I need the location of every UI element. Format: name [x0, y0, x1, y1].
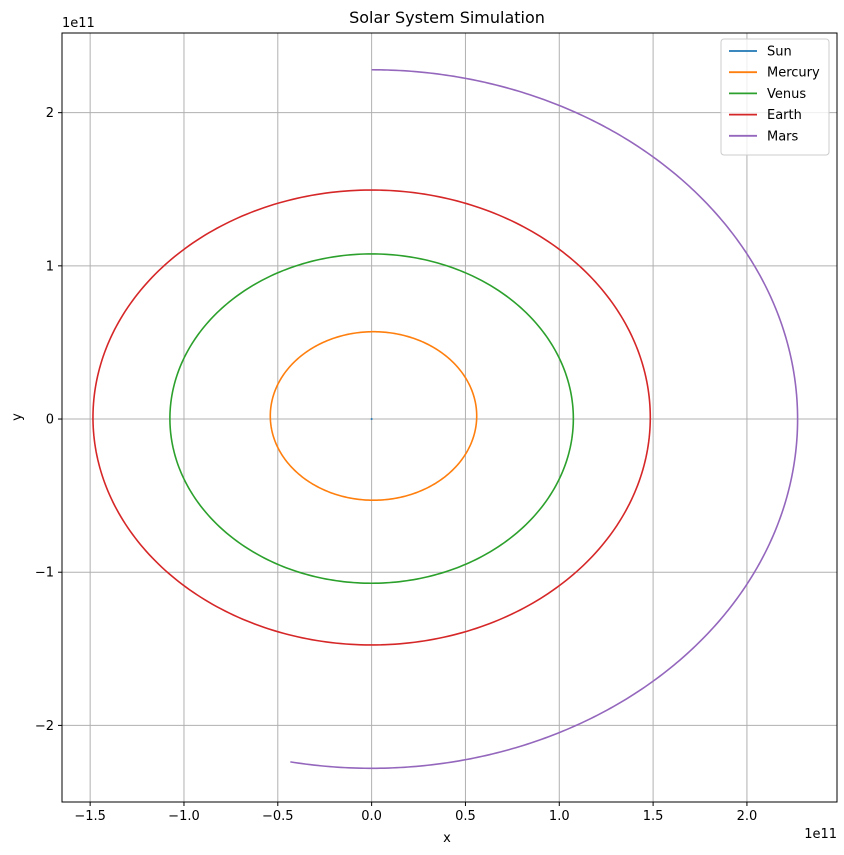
x-tick-label: 1.5 — [643, 809, 664, 824]
legend-box — [720, 38, 830, 156]
series-layer — [92, 68, 799, 770]
legend-label-sun: Sun — [767, 45, 792, 60]
axes-frame — [61, 32, 838, 803]
mars-orbit-line — [290, 68, 799, 770]
x-offset-text: 1e11 — [804, 827, 837, 842]
venus-orbit-line — [169, 253, 575, 585]
legend-label-mars: Mars — [767, 129, 799, 144]
y-tick-label: 1 — [46, 259, 54, 274]
legend-label-mercury: Mercury — [767, 66, 820, 81]
x-tick-label: 0.0 — [361, 809, 382, 824]
y-offset-text: 1e11 — [62, 16, 95, 31]
x-tick-label: 0.5 — [455, 809, 476, 824]
chart-title: Solar System Simulation — [349, 8, 545, 27]
y-tick-label: 2 — [46, 106, 54, 121]
y-tick-label: −1 — [35, 566, 54, 581]
legend: Sun Mercury Venus Earth Mars — [720, 38, 830, 156]
earth-orbit-line — [92, 189, 652, 646]
x-tick-label: −1.0 — [168, 809, 200, 824]
legend-label-venus: Venus — [767, 87, 806, 102]
grid — [62, 33, 837, 802]
y-tick-label: 0 — [46, 413, 54, 428]
x-tick-label: −0.5 — [262, 809, 294, 824]
y-tick-label: −2 — [35, 719, 54, 734]
legend-label-earth: Earth — [767, 108, 802, 123]
ticks: −1.5 −1.0 −0.5 0.0 0.5 1.0 1.5 2.0 −2 −1 0 1 2 — [35, 106, 757, 824]
sun-point — [370, 418, 373, 421]
y-axis-label: y — [10, 413, 25, 421]
mercury-orbit-line — [269, 330, 478, 502]
x-axis-label: x — [443, 831, 451, 846]
x-tick-label: 1.0 — [549, 809, 570, 824]
x-tick-label: −1.5 — [74, 809, 106, 824]
x-tick-label: 2.0 — [737, 809, 758, 824]
